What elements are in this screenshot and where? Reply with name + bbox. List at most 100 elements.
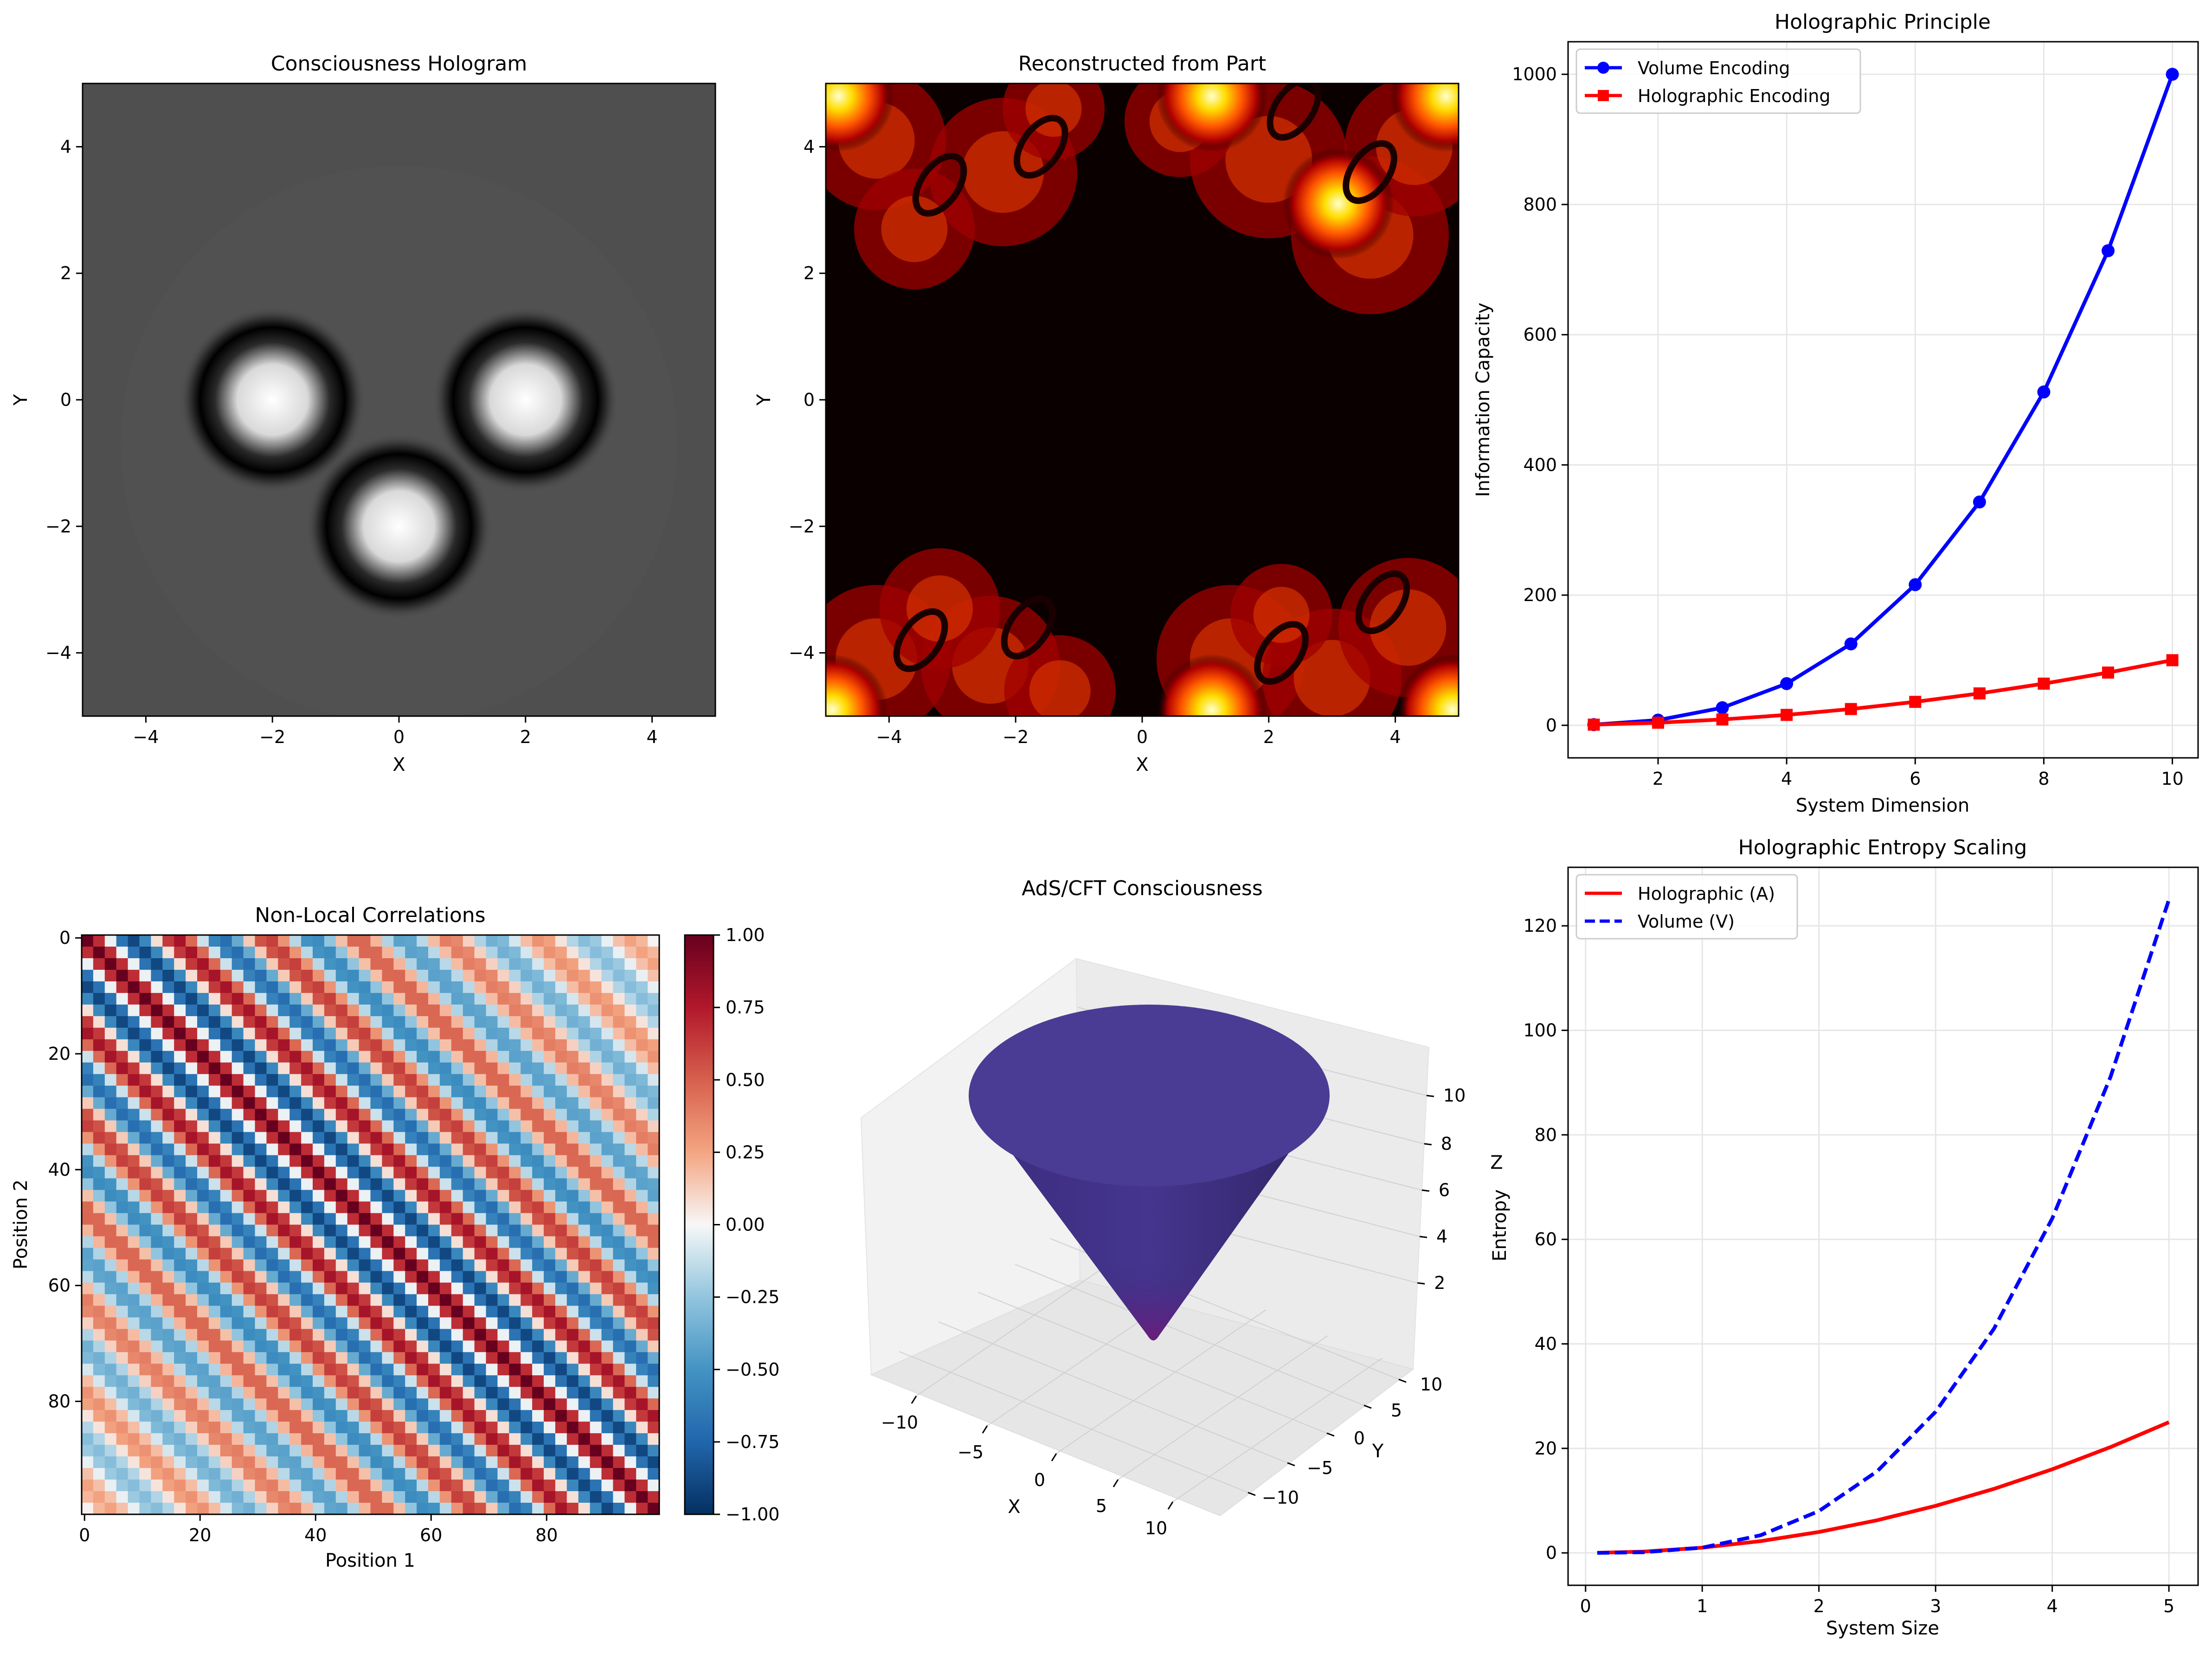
correlations-cell bbox=[347, 946, 360, 959]
correlations-cell bbox=[590, 993, 602, 1005]
correlations-heatmap bbox=[82, 935, 660, 1515]
principle-grid bbox=[1568, 42, 2198, 758]
correlations-cell bbox=[347, 1236, 360, 1248]
correlations-cell bbox=[313, 1213, 325, 1225]
correlations-cell bbox=[497, 1039, 509, 1051]
correlations-cell bbox=[382, 1352, 394, 1364]
correlations-cell bbox=[463, 1236, 475, 1248]
hologram-title: Consciousness Hologram bbox=[271, 52, 527, 76]
correlations-cell bbox=[116, 1236, 129, 1248]
correlations-cell bbox=[451, 1155, 463, 1167]
correlations-cell bbox=[578, 1271, 591, 1283]
panel-correlations: Non-Local Correlations 0 20 40 60 8002040608… bbox=[10, 903, 779, 1571]
correlations-cell bbox=[532, 1004, 544, 1017]
correlations-cell bbox=[289, 1468, 302, 1480]
correlations-cell bbox=[139, 1051, 151, 1063]
correlations-cell bbox=[208, 1433, 221, 1445]
correlations-cell bbox=[289, 1143, 302, 1156]
correlations-cell bbox=[566, 935, 579, 947]
correlations-cell bbox=[324, 1213, 336, 1225]
correlations-cell bbox=[93, 1236, 105, 1248]
correlations-cell bbox=[393, 1062, 405, 1075]
ads-ygrid-floor-1 bbox=[938, 1321, 1288, 1463]
correlations-cell bbox=[174, 1259, 186, 1271]
correlations-cell bbox=[220, 958, 232, 970]
correlations-cell bbox=[266, 1433, 278, 1445]
correlations-cell bbox=[255, 1294, 267, 1306]
correlations-cell bbox=[301, 1375, 313, 1387]
correlations-cell bbox=[162, 1108, 174, 1121]
correlations-cell bbox=[197, 1352, 209, 1364]
correlations-cell bbox=[636, 1306, 648, 1318]
correlations-colorbar-tick-label-4: 0.00 bbox=[726, 1215, 765, 1235]
correlations-cell bbox=[509, 1004, 521, 1017]
correlations-cell bbox=[139, 958, 151, 970]
correlations-cell bbox=[439, 969, 452, 982]
reconstructed-spot-4 bbox=[826, 654, 888, 716]
correlations-cell bbox=[601, 1201, 613, 1214]
correlations-cell bbox=[359, 1398, 371, 1410]
correlations-cell bbox=[521, 1433, 533, 1445]
correlations-cell bbox=[208, 1271, 221, 1283]
correlations-cell bbox=[197, 1282, 209, 1294]
correlations-cell bbox=[151, 1294, 163, 1306]
correlations-cell bbox=[93, 935, 105, 947]
correlations-cell bbox=[313, 1190, 325, 1202]
ads-ygrid-floor-0 bbox=[899, 1351, 1248, 1493]
correlations-cell bbox=[208, 993, 221, 1005]
correlations-cell bbox=[289, 1201, 302, 1214]
correlations-cell bbox=[162, 1364, 174, 1376]
correlations-cell bbox=[116, 1480, 129, 1492]
correlations-cell bbox=[497, 1456, 509, 1468]
correlations-cell bbox=[648, 1433, 660, 1445]
correlations-cell bbox=[624, 946, 637, 959]
correlations-cell bbox=[509, 1085, 521, 1098]
ads-xtick-label-1: −5 bbox=[958, 1442, 984, 1462]
correlations-cell bbox=[208, 1468, 221, 1480]
correlations-cell bbox=[555, 1166, 567, 1179]
correlations-cell bbox=[93, 1375, 105, 1387]
correlations-cell bbox=[186, 1236, 198, 1248]
correlations-cell bbox=[624, 1503, 637, 1515]
correlations-cell bbox=[648, 1108, 660, 1121]
correlations-cell bbox=[405, 1236, 417, 1248]
correlations-cell bbox=[578, 1039, 591, 1051]
ads-ytick-label-0: −10 bbox=[1262, 1487, 1299, 1508]
correlations-cell bbox=[347, 1329, 360, 1341]
ads-cone-tip bbox=[1095, 1262, 1212, 1340]
correlations-cell bbox=[439, 1166, 452, 1179]
correlations-cell bbox=[474, 1398, 486, 1410]
correlations-cell bbox=[486, 1294, 498, 1306]
correlations-cell bbox=[439, 1132, 452, 1144]
correlations-cell bbox=[359, 1375, 371, 1387]
correlations-cell bbox=[417, 1317, 429, 1329]
correlations-cell bbox=[128, 1062, 140, 1075]
correlations-cell bbox=[474, 1248, 486, 1260]
correlations-cell bbox=[497, 1294, 509, 1306]
correlations-cell bbox=[128, 1503, 140, 1515]
correlations-cell bbox=[578, 1329, 591, 1341]
correlations-cell bbox=[613, 1503, 625, 1515]
correlations-cell bbox=[289, 1445, 302, 1457]
correlations-cell bbox=[313, 1491, 325, 1503]
correlations-cell bbox=[335, 1282, 348, 1294]
correlations-cell bbox=[497, 1062, 509, 1075]
correlations-cell bbox=[405, 1062, 417, 1075]
correlations-cell bbox=[497, 1282, 509, 1294]
correlations-cell bbox=[243, 1282, 255, 1294]
correlations-cell bbox=[509, 1201, 521, 1214]
correlations-cell bbox=[486, 1201, 498, 1214]
correlations-cell bbox=[197, 1155, 209, 1167]
correlations-cell bbox=[417, 1503, 429, 1515]
correlations-cell bbox=[624, 1178, 637, 1191]
correlations-cell bbox=[382, 1120, 394, 1133]
correlations-cell bbox=[521, 1097, 533, 1109]
correlations-cell bbox=[266, 1456, 278, 1468]
correlations-cell bbox=[359, 1074, 371, 1086]
correlations-cell bbox=[428, 1468, 440, 1480]
correlations-cell bbox=[335, 1340, 348, 1352]
correlations-cell bbox=[578, 1259, 591, 1271]
correlations-cell bbox=[347, 1259, 360, 1271]
correlations-cell bbox=[93, 1224, 105, 1237]
correlations-cell bbox=[151, 1201, 163, 1214]
